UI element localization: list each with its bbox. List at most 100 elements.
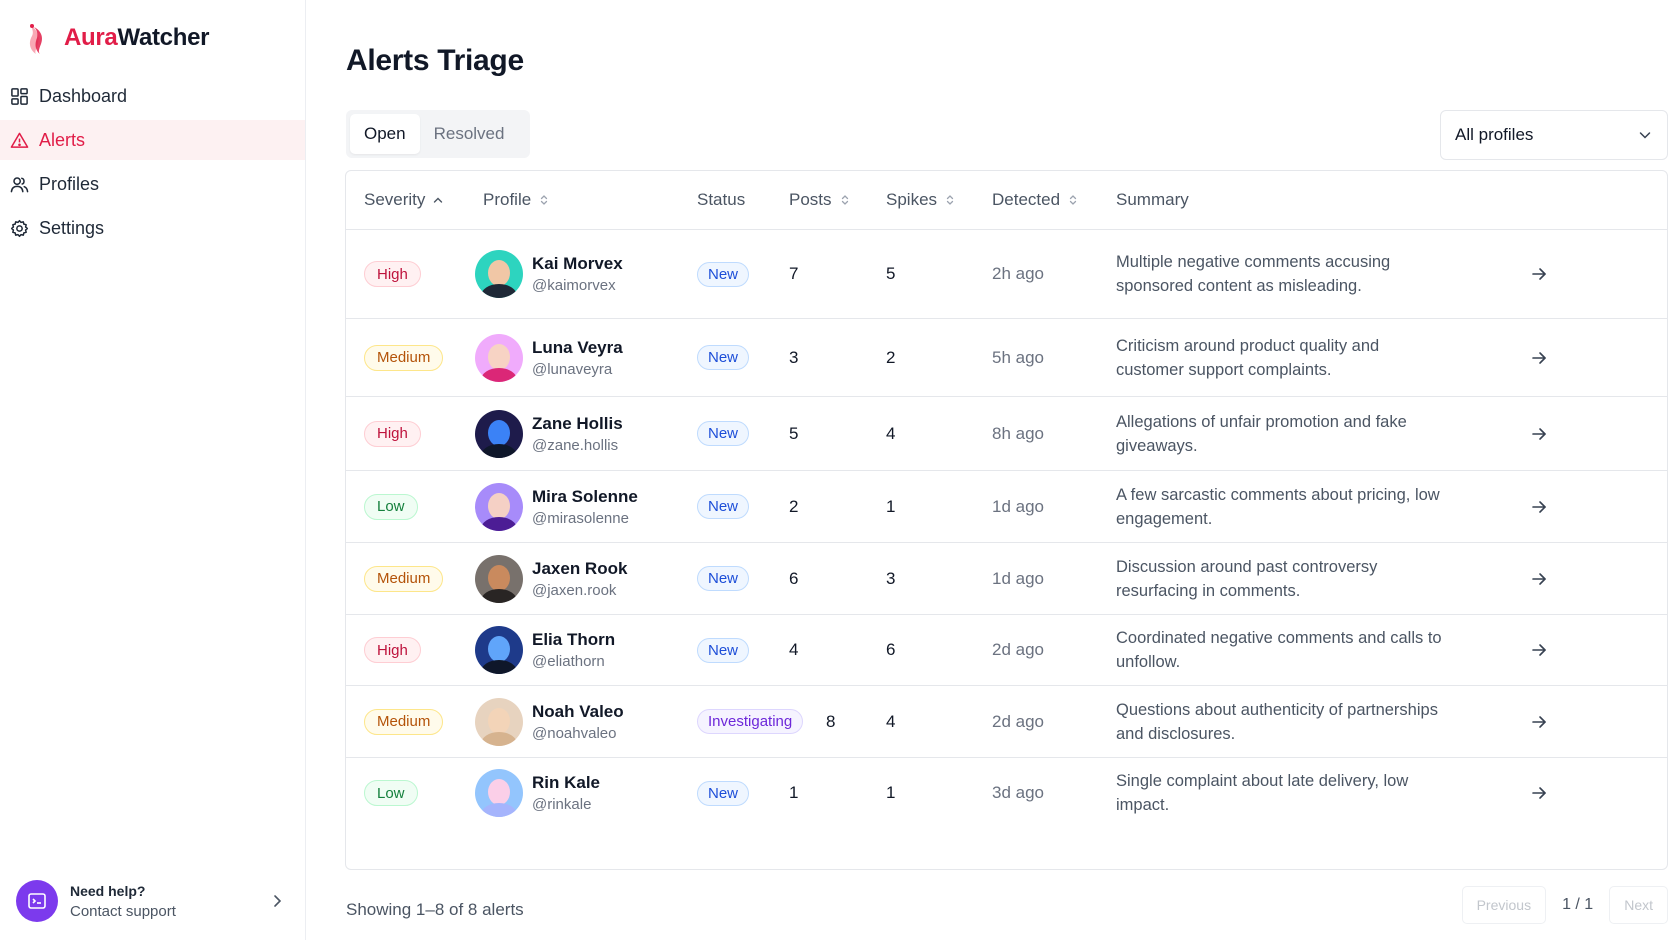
posts-count: 7 [789,264,799,283]
severity-badge: Low [364,493,418,520]
profile-filter-select[interactable]: All profiles [1440,110,1668,160]
alert-summary: Single complaint about late delivery, lo… [1116,772,1409,814]
spikes-count: 4 [886,423,896,443]
table-row[interactable]: Medium Noah Valeo @noahvaleo Investigati… [346,686,1667,758]
detected-time: 1d ago [992,568,1044,588]
severity-badge: High [364,420,421,447]
detected-time: 1d ago [992,496,1044,516]
sidebar-item-label: Dashboard [39,85,128,106]
tab-resolved[interactable]: Resolved [433,124,505,143]
table-header: Severity Profile Status Posts Spikes Det… [346,171,1667,230]
profile-name: Jaxen Rook [532,558,628,578]
previous-page-button[interactable]: Previous [1461,886,1547,924]
avatar [475,250,523,298]
detected-time: 8h ago [992,423,1044,443]
profile-handle: @jaxen.rook [532,581,617,599]
detected-time: 2d ago [992,640,1044,659]
detected-time: 3d ago [992,783,1044,802]
arrow-right-icon[interactable] [1530,425,1548,443]
arrow-right-icon[interactable] [1530,498,1548,516]
profile-name: Zane Hollis [532,413,623,433]
arrow-right-icon[interactable] [1530,570,1548,588]
table-row[interactable]: Medium Luna Veyra @lunaveyra New 3 2 5h … [346,319,1667,397]
table-row[interactable]: High Elia Thorn @eliathorn New 4 6 2d ag… [346,615,1667,686]
table-row[interactable]: Medium Jaxen Rook @jaxen.rook New 6 3 1d… [346,543,1667,615]
spikes-count: 4 [886,711,896,731]
profile-name: Elia Thorn [532,630,616,649]
profile-name: Kai Morvex [532,254,623,273]
alert-summary: Multiple negative comments accusing spon… [1116,253,1391,295]
brand-name: AuraWatcher [64,24,210,51]
status-badge: New [697,494,750,519]
alert-summary: Questions about authenticity of partners… [1116,700,1438,743]
alert-triangle-icon [10,132,29,148]
spikes-count: 1 [886,783,896,802]
tab-open[interactable]: Open [350,114,420,154]
sort-severity[interactable]: Severity [364,190,444,210]
detected-time: 2d ago [992,711,1044,731]
gear-icon [10,219,29,237]
sort-profile[interactable]: Profile [483,190,550,210]
arrow-right-icon[interactable] [1530,265,1548,283]
table-row[interactable]: Low Mira Solenne @mirasolenne New 2 1 1d… [346,471,1667,543]
sidebar-item-settings[interactable]: Settings [0,208,305,248]
sort-spikes[interactable]: Spikes [886,190,956,210]
avatar [475,409,523,458]
profile-handle: @rinkale [532,796,592,813]
alert-summary: Criticism around product quality and cus… [1116,336,1380,379]
severity-badge: Low [364,780,418,806]
severity-badge: High [364,637,421,663]
spikes-count: 3 [886,568,896,588]
sidebar-item-alerts[interactable]: Alerts [0,120,305,160]
posts-count: 8 [826,711,836,731]
arrow-right-icon[interactable] [1530,349,1548,367]
profile-handle: @noahvaleo [532,724,617,742]
chevron-up-icon [434,197,443,203]
severity-badge: Medium [364,344,444,371]
table-row[interactable]: Low Rin Kale @rinkale New 1 1 3d ago Sin… [346,758,1667,828]
support-avatar [16,880,58,922]
profile-handle: @zane.hollis [532,436,619,454]
next-page-button[interactable]: Next [1609,886,1668,924]
profile-handle: @eliathorn [532,653,605,670]
table-row[interactable]: High Kai Morvex @kaimorvex New 7 5 2h ag… [346,230,1667,319]
sidebar-item-label: Settings [39,217,105,238]
spikes-count: 2 [886,347,896,367]
sidebar-item-dashboard[interactable]: Dashboard [0,76,305,116]
profile-name: Rin Kale [532,773,601,792]
pagination: Previous 1 / 1 Next [1461,886,1668,924]
avatar [475,554,523,603]
help-title: Need help? [70,882,146,899]
sort-posts[interactable]: Posts [789,190,851,210]
posts-count: 6 [789,568,799,588]
spikes-count: 6 [886,640,896,659]
brand[interactable]: AuraWatcher [0,0,305,76]
header-summary: Summary [1116,190,1189,209]
profile-name: Noah Valeo [532,701,624,721]
sort-icon [541,195,548,205]
profile-name: Luna Veyra [532,337,623,357]
posts-count: 3 [789,347,799,367]
status-badge: New [697,566,750,591]
alert-summary: Allegations of unfair promotion and fake… [1116,412,1407,455]
arrow-right-icon[interactable] [1530,641,1548,659]
status-badge: Investigating [697,709,804,734]
detected-time: 5h ago [992,347,1044,367]
severity-badge: Medium [364,565,444,592]
posts-count: 2 [789,496,799,516]
status-tabs: Open Resolved [346,110,530,158]
arrow-right-icon[interactable] [1530,784,1548,802]
spikes-count: 5 [886,264,896,283]
sort-icon [841,195,848,205]
status-badge: New [697,780,750,806]
sort-icon [946,195,954,205]
sidebar-item-profiles[interactable]: Profiles [0,164,305,204]
sidebar-item-label: Alerts [39,129,86,150]
brand-logo-icon [29,24,43,54]
arrow-right-icon[interactable] [1530,713,1548,731]
status-badge: New [697,261,750,287]
help-contact-support[interactable]: Need help? Contact support [16,874,286,928]
sort-detected[interactable]: Detected [992,190,1079,210]
table-row[interactable]: High Zane Hollis @zane.hollis New 5 4 8h… [346,397,1667,471]
avatar [475,769,523,817]
